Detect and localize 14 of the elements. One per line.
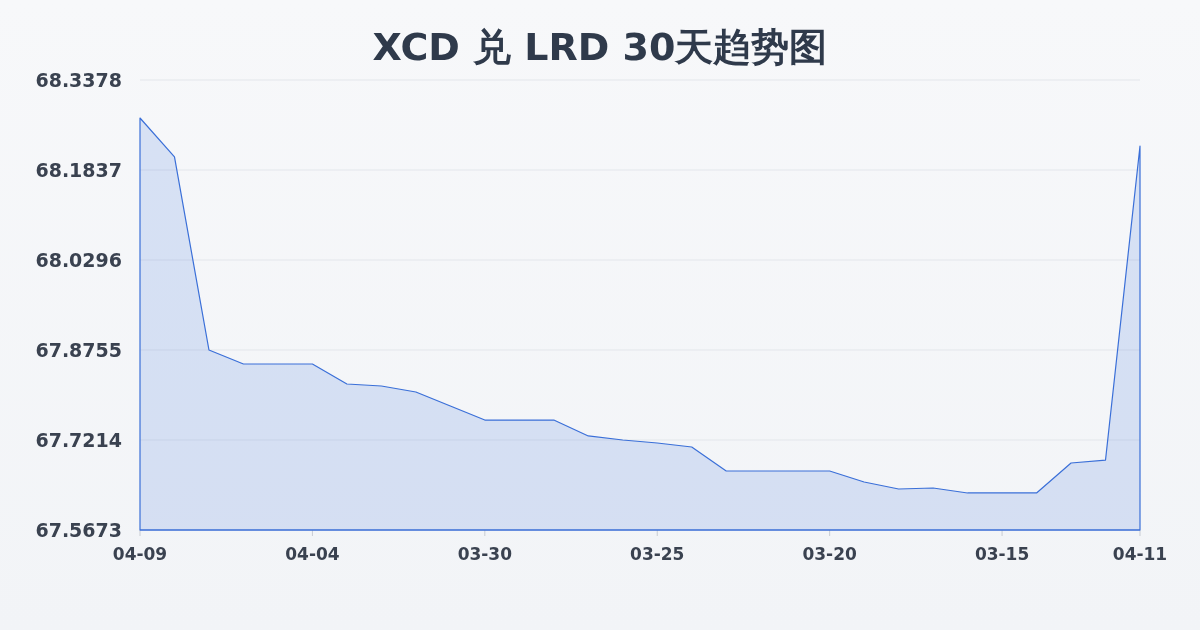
x-tick-label: 03-20 bbox=[802, 544, 858, 564]
x-tick-label: 03-25 bbox=[630, 544, 685, 564]
y-tick-label: 68.0296 bbox=[35, 249, 122, 271]
y-tick-label: 67.5673 bbox=[35, 519, 122, 541]
x-tick-label: 04-04 bbox=[285, 544, 340, 564]
x-tick-label: 03-15 bbox=[974, 544, 1030, 564]
y-tick-label: 68.1837 bbox=[35, 159, 122, 181]
y-tick-label: 67.7214 bbox=[35, 429, 122, 451]
x-tick-label: 03-30 bbox=[457, 544, 513, 564]
x-tick-label: 04-11 bbox=[1112, 544, 1168, 564]
chart-title: XCD 兑 LRD 30天趋势图 bbox=[372, 25, 828, 69]
x-tick-label: 04-09 bbox=[112, 544, 168, 564]
y-tick-label: 67.8755 bbox=[35, 339, 122, 361]
y-tick-label: 68.3378 bbox=[35, 69, 122, 91]
